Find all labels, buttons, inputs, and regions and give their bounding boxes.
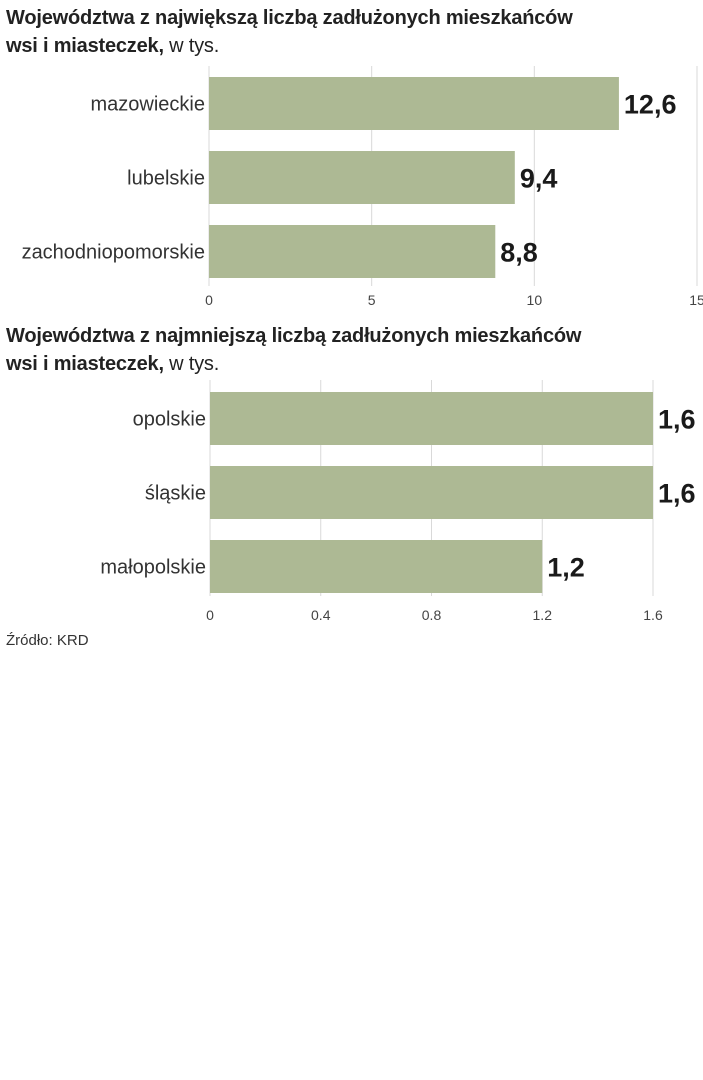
value-label: 1,6: [658, 405, 696, 435]
top-chart-plot: 0 5 10 15 mazowieckie 12,6 lubelskie 9,4 zachodn…: [22, 66, 703, 308]
top-chart: Województwa z największą liczbą zadłużon…: [0, 0, 703, 318]
category-label: opolskie: [133, 409, 206, 431]
value-label: 9,4: [520, 164, 558, 194]
x-tick-label: 1.2: [533, 607, 553, 623]
bar: [210, 466, 653, 519]
x-tick-label: 0: [206, 607, 214, 623]
value-label: 1,6: [658, 479, 696, 509]
chart-title: Województwa z największą liczbą zadłużon…: [6, 4, 573, 60]
bar: [209, 151, 515, 204]
chart-title: Województwa z najmniejszą liczbą zadłużo…: [6, 322, 581, 378]
x-tick-label: 5: [368, 292, 376, 308]
chart-title-line1: Województwa z najmniejszą liczbą zadłużo…: [6, 325, 582, 347]
chart-unit: w tys.: [163, 353, 220, 375]
value-label: 1,2: [547, 553, 585, 583]
bottom-chart-plot: 0 0.4 0.8 1.2 1.6 opolskie 1,6 śląskie 1,6 małopo…: [100, 380, 696, 623]
bar: [210, 392, 653, 445]
value-label: 8,8: [500, 238, 538, 268]
category-label: małopolskie: [100, 557, 206, 579]
x-tick-label: 0: [205, 292, 213, 308]
category-label: zachodniopomorskie: [22, 242, 205, 264]
bottom-chart: Województwa z najmniejszą liczbą zadłużo…: [0, 318, 703, 628]
chart-title-line1: Województwa z największą liczbą zadłużon…: [6, 7, 573, 29]
x-tick-label: 0.4: [311, 607, 331, 623]
category-label: śląskie: [145, 483, 206, 505]
chart-title-line2: wsi i miasteczek,: [6, 353, 164, 375]
chart-title-line2: wsi i miasteczek,: [6, 35, 164, 57]
bar: [209, 225, 496, 278]
bar: [210, 540, 543, 593]
category-label: lubelskie: [127, 168, 205, 190]
source-note: Źródło: KRD: [6, 632, 89, 649]
value-label: 12,6: [624, 90, 677, 120]
x-tick-label: 10: [527, 292, 543, 308]
chart-unit: w tys.: [163, 35, 220, 57]
x-tick-label: 15: [689, 292, 703, 308]
x-tick-label: 0.8: [422, 607, 442, 623]
x-tick-label: 1.6: [643, 607, 663, 623]
bar: [209, 77, 619, 130]
category-label: mazowieckie: [91, 94, 205, 116]
